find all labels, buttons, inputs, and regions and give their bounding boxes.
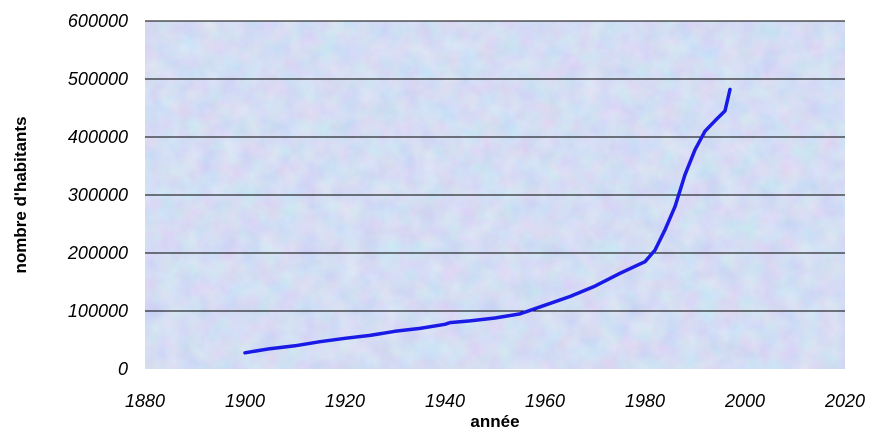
x-tick-label: 1940 (425, 391, 465, 411)
x-tick-label: 2000 (724, 391, 765, 411)
x-tick-label: 1920 (325, 391, 365, 411)
x-tick-label: 1880 (125, 391, 165, 411)
x-tick-label: 1960 (525, 391, 565, 411)
x-tick-label: 1980 (625, 391, 665, 411)
y-tick-label: 300000 (68, 185, 128, 205)
y-tick-label: 0 (118, 359, 128, 379)
x-axis-title: année (470, 412, 519, 431)
x-tick-label: 2020 (824, 391, 865, 411)
series-line (243, 87, 732, 355)
x-axis-tick-labels: 1880 1900 1920 1940 1960 1980 2000 2020 (125, 391, 865, 411)
y-tick-label: 500000 (68, 69, 128, 89)
y-tick-label: 400000 (68, 127, 128, 147)
y-axis-tick-labels: 0 100000 200000 300000 400000 500000 600000 (67, 11, 128, 379)
y-tick-label: 200000 (67, 243, 128, 263)
x-tick-label: 1900 (225, 391, 265, 411)
y-tick-label: 100000 (68, 301, 128, 321)
y-tick-label: 600000 (68, 11, 128, 31)
gridlines (145, 20, 845, 312)
y-axis-title: nombre d'habitants (11, 116, 30, 273)
